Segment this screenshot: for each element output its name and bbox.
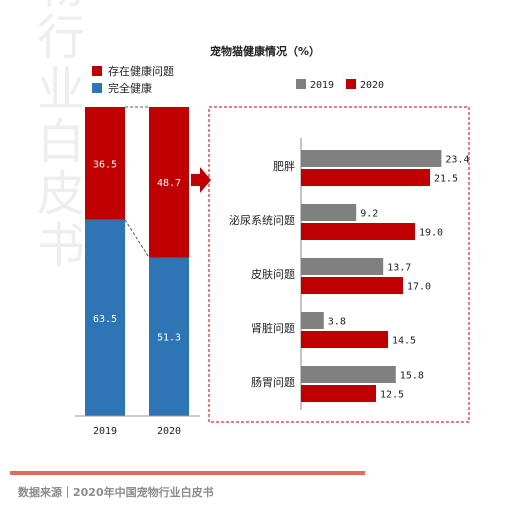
legend-swatch [92,83,102,93]
connector-line [124,219,150,258]
horizontal-bar-chart: 23.4 21.5 肥胖 9.2 19.0 泌尿系统问题 13.7 17.0 皮肤问题 3.8 14… [229,138,469,410]
arrow-right-icon [191,167,211,193]
breakdown-frame [208,106,470,423]
bar-segment-healthy [85,219,125,416]
bar [301,331,388,348]
source-text: 数据来源｜2020年中国宠物行业白皮书 [18,485,214,499]
bar [301,366,396,383]
bar [301,204,357,221]
data-label: 3.8 [328,317,346,328]
data-label: 9.2 [360,209,378,220]
data-label: 21.5 [434,174,458,185]
data-label: 12.5 [380,390,404,401]
data-label: 19.0 [419,228,443,239]
footer-gradient-bar [10,471,365,475]
bar [301,312,324,329]
legend-swatch [346,79,356,89]
bar-segment-healthy [149,257,189,416]
data-label: 48.7 [157,178,181,189]
legend-label: 2020 [360,80,384,91]
legend-label: 存在健康问题 [108,64,174,78]
data-label: 36.5 [93,159,117,170]
data-label: 23.4 [445,155,469,166]
stacked-bar-chart: 63.5 36.5 2019 51.3 48.7 2020 [75,106,200,437]
data-label: 13.7 [387,263,411,274]
data-label: 51.3 [157,333,181,344]
data-label: 14.5 [392,336,416,347]
bar [301,277,403,294]
x-tick-label: 2019 [93,426,117,437]
y-tick-label: 皮肤问题 [251,267,295,281]
data-label: 63.5 [93,314,117,325]
bar [301,385,376,402]
bar [301,258,384,275]
bar-segment-issue [149,107,189,258]
x-tick-label: 2020 [157,426,181,437]
legend-swatch [296,79,306,89]
bar [301,150,442,167]
bar [301,223,415,240]
y-tick-label: 肾脏问题 [251,322,295,335]
watermark: 宠物行业白皮书 [28,0,84,272]
legend-swatch [92,66,102,76]
legend-label: 2019 [310,80,334,91]
horizontal-chart-legend: 2019 2020 [296,79,384,91]
chart-title: 宠物猫健康情况（%） [210,44,320,58]
bar [301,169,430,186]
data-label: 17.0 [407,282,431,293]
y-tick-label: 肥胖 [273,160,295,173]
data-label: 15.8 [400,371,424,382]
bar-segment-issue [85,107,125,220]
y-tick-label: 泌尿系统问题 [229,214,295,227]
legend-label: 完全健康 [108,81,152,95]
y-tick-label: 肠胃问题 [251,376,295,389]
